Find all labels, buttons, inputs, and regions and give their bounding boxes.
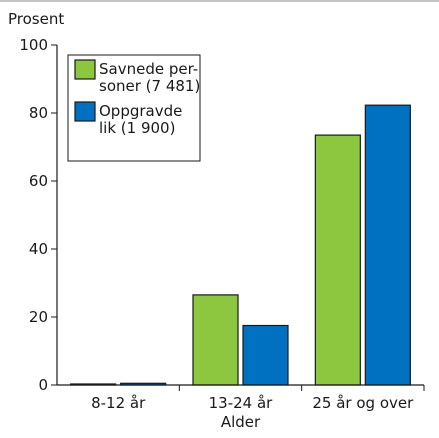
legend-label: lik (1 900) <box>99 119 175 137</box>
bars <box>70 104 411 386</box>
x-tick-label: 8-12 år <box>91 394 146 412</box>
bar <box>364 104 411 386</box>
legend-label: Oppgravde <box>99 102 182 120</box>
legend-label: soner (7 481) <box>99 77 200 95</box>
y-axis-ticks: 0 20 40 60 80 100 <box>19 36 57 394</box>
bar <box>192 294 239 386</box>
x-axis-label: Alder <box>221 413 261 431</box>
y-tick-label: 80 <box>29 104 48 122</box>
y-tick-label: 0 <box>38 376 48 394</box>
y-axis-label: Prosent <box>8 10 64 28</box>
x-axis-categories: 8-12 år 13-24 år 25 år og over <box>91 385 425 412</box>
bar <box>242 324 289 386</box>
legend-swatch <box>74 59 96 80</box>
bar <box>314 134 361 386</box>
legend-label: Savnede per- <box>99 60 198 78</box>
x-tick-label: 13-24 år <box>209 394 274 412</box>
x-tick-label: 25 år og over <box>312 394 414 412</box>
y-tick-label: 40 <box>29 240 48 258</box>
legend-swatch <box>74 101 96 122</box>
y-tick-label: 100 <box>19 36 48 54</box>
y-tick-label: 20 <box>29 308 48 326</box>
y-tick-label: 60 <box>29 172 48 190</box>
